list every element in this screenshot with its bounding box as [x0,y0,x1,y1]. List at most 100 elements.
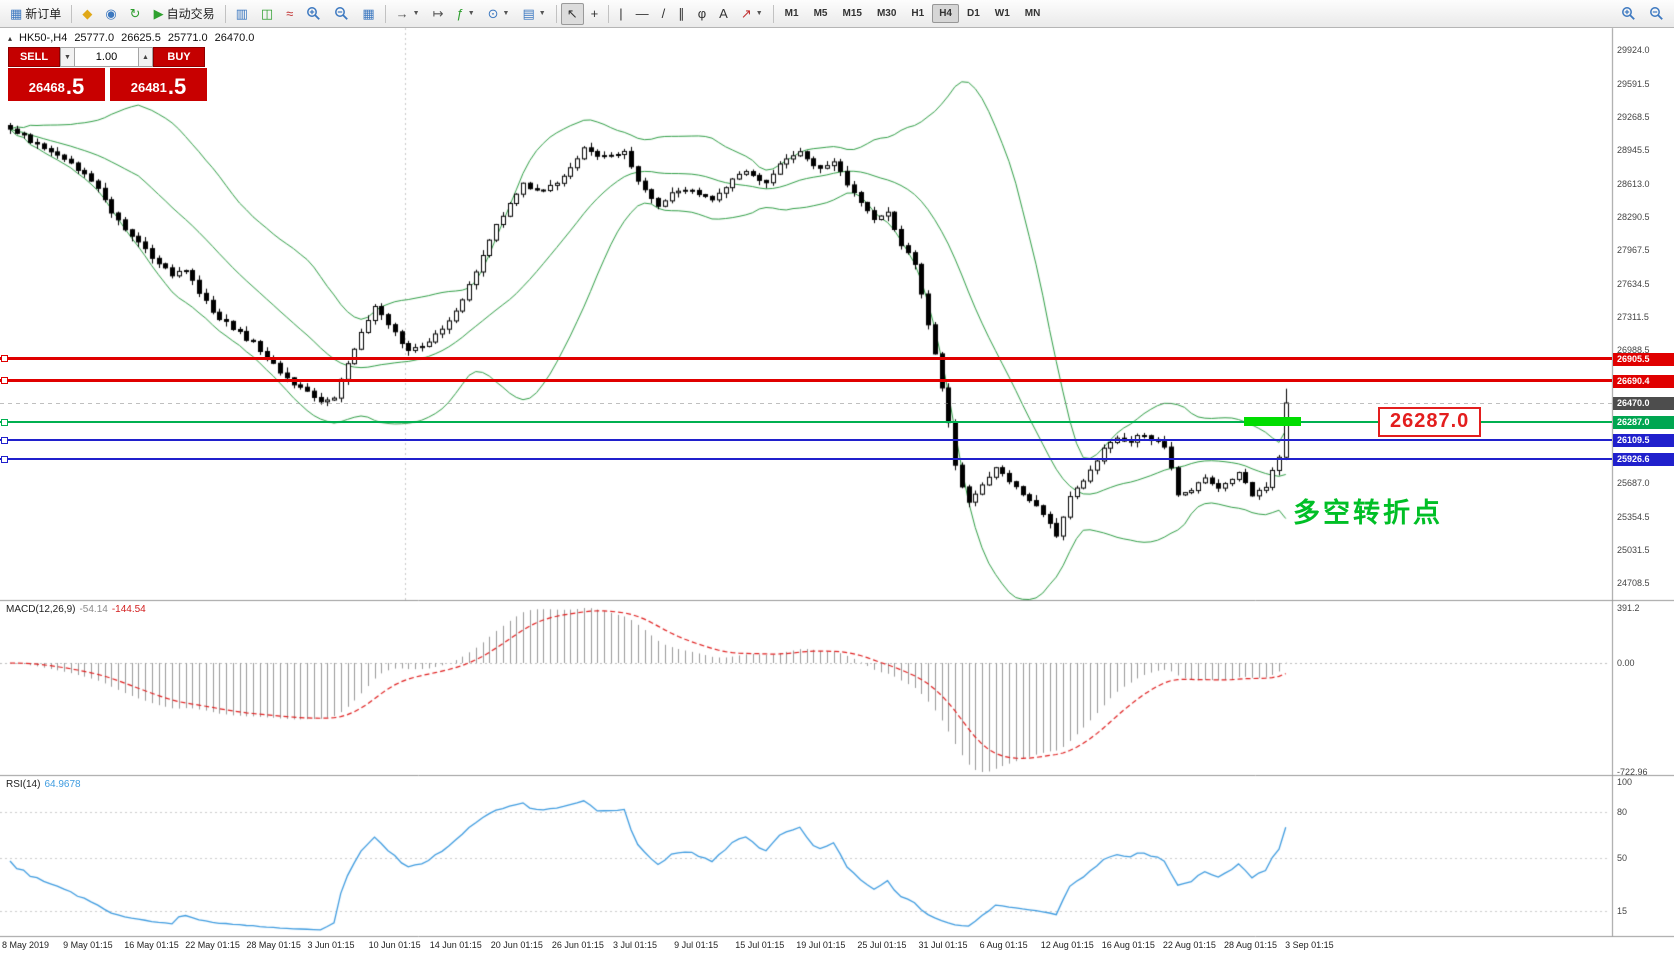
crosshair-icon: + [590,6,599,21]
time-axis-label: 10 Jun 01:15 [368,940,421,950]
text-button[interactable]: A [713,3,734,25]
templates-button[interactable]: ▤ ▼ [516,3,551,25]
layouts-icon-button[interactable]: ◆ [76,3,98,25]
price-axis-tick: 28613.0 [1617,179,1650,189]
timeframe-d1[interactable]: D1 [966,8,980,19]
volume-increase-button[interactable]: ▲ [138,47,153,67]
price-tag-26905.5: 26905.5 [1613,352,1674,366]
new-order-button[interactable]: ▦ 新订单 [4,3,67,25]
trendline-icon: / [661,6,666,21]
timeframe-w1[interactable]: W1 [994,8,1010,19]
time-axis-label: 3 Jun 01:15 [307,940,355,950]
time-axis-label: 31 Jul 01:15 [918,940,968,950]
timeframe-m30[interactable]: M30 [876,8,897,19]
sell-button[interactable]: SELL [8,47,60,67]
fibonacci-button[interactable]: φ [692,3,712,25]
buy-button[interactable]: BUY [153,47,205,67]
price-callout-26287[interactable]: 26287.0 [1378,407,1482,437]
timeframe-m5[interactable]: M5 [813,8,828,19]
autotrading-button[interactable]: ▶ 自动交易 [148,3,221,25]
text-icon: A [719,6,728,21]
profile-icon-button[interactable]: ◉ [99,3,122,25]
zoom-out-button[interactable] [328,3,355,25]
search-window-button[interactable] [1643,3,1670,25]
fibonacci-icon: φ [697,6,707,21]
cursor-icon: ↖ [566,6,578,21]
refresh-icon-button[interactable]: ↻ [124,3,147,25]
chart-candles-icon: ◫ [260,6,274,21]
price-axis[interactable]: 29924.0 29591.5 29268.5 28945.5 28613.0 28290… [1613,28,1674,936]
periods-button[interactable]: ⊙ ▼ [482,3,516,25]
toolbar-separator [224,4,226,23]
arrows-tool-button[interactable]: ↗ ▼ [735,3,769,25]
zoom-out-icon [1650,7,1663,20]
zoom-out-icon [335,7,349,20]
time-axis-label: 19 Jul 01:15 [796,940,846,950]
volume-input[interactable] [75,47,138,67]
search-symbol-button[interactable] [1615,3,1642,25]
buy-price-pips: .5 [167,74,187,99]
autotrading-button-label: 自动交易 [166,7,215,21]
price-axis-tick: 27311.5 [1617,312,1649,322]
indicators-button[interactable]: ƒ ▼ [450,3,480,25]
toolbar-separator [608,4,610,23]
horizontal-line-26109.5[interactable] [0,436,1612,444]
buy-price-main: 26481 [130,80,167,96]
channel-icon: ∥ [678,6,685,21]
price-tag-26470.0: 26470.0 [1613,397,1674,410]
timeframe-m15[interactable]: M15 [842,8,862,19]
autotrading-icon: ▶ [153,6,164,21]
crosshair-button[interactable]: + [585,3,605,25]
symbol-info[interactable]: ▴ HK50-,H4 25777.0 26625.5 25771.0 26470… [8,32,254,44]
sell-price-display[interactable]: 26468 .5 [8,68,105,101]
chart-shift-icon: ↦ [432,6,444,21]
macd-indicator-label: MACD(12,26,9) -54.14 -144.54 [6,604,146,615]
channel-button[interactable]: ∥ [672,3,691,25]
new-order-icon: ▦ [10,6,23,21]
timeframe-h4[interactable]: H4 [932,4,959,23]
chart-line-button[interactable]: ≈ [280,3,299,25]
time-axis-label: 14 Jun 01:15 [429,940,482,950]
zoom-in-button[interactable] [300,3,327,25]
buy-price-display[interactable]: 26481 .5 [110,68,207,101]
chart-bars-button[interactable]: ▥ [230,3,254,25]
time-axis-label: 25 Jul 01:15 [857,940,907,950]
rsi-axis-tick: 80 [1617,807,1628,818]
cursor-button[interactable]: ↖ [560,2,584,25]
bar-open: 25777.0 [74,32,115,44]
bar-low: 25771.0 [167,32,208,44]
horizontal-line-26905.5[interactable] [0,355,1612,362]
horizontal-line-26287[interactable] [0,418,1612,426]
horizontal-line-25926.6[interactable] [0,455,1612,463]
time-axis-label: 28 May 01:15 [246,940,301,950]
time-axis-label: 9 May 01:15 [63,940,113,950]
macd-main-value: -54.14 [79,604,108,615]
turning-point-annotation[interactable]: 多空转折点 [1293,498,1443,528]
one-click-trading-panel: SELL ▼ ▲ BUY 26468 .5 26481 .5 [8,47,207,101]
bar-close: 26470.0 [214,32,255,44]
time-axis[interactable]: 8 May 2019 9 May 01:15 16 May 01:15 22 May … [0,937,1674,955]
volume-decrease-button[interactable]: ▼ [60,47,75,67]
rsi-name: RSI(14) [6,779,41,790]
chevron-down-icon: ▼ [64,53,71,61]
chart-candles-button[interactable]: ◫ [255,3,279,25]
autoscroll-button[interactable]: → ▼ [390,3,426,25]
horizontal-line-26690.4[interactable] [0,377,1612,384]
chart-shift-button[interactable]: ↦ [427,3,450,25]
trend-highlight-segment[interactable] [1244,417,1301,427]
tile-windows-button[interactable]: ▦ [356,3,380,25]
timeframe-m1[interactable]: M1 [784,8,799,19]
vertical-line-button[interactable]: | [613,3,628,25]
macd-signal-value: -144.54 [111,604,146,615]
time-axis-label: 22 Aug 01:15 [1162,940,1216,950]
price-axis-tick: 27634.5 [1617,279,1650,289]
timeframe-h1[interactable]: H1 [911,8,925,19]
time-axis-label: 9 Jul 01:15 [674,940,719,950]
chart-bars-icon: ▥ [235,6,248,21]
price-axis-tick: 28945.5 [1617,145,1650,155]
time-axis-label: 15 Jul 01:15 [735,940,785,950]
trendline-button[interactable]: / [656,3,672,25]
timeframe-mn[interactable]: MN [1024,8,1041,19]
horizontal-line-button[interactable]: — [630,3,655,25]
